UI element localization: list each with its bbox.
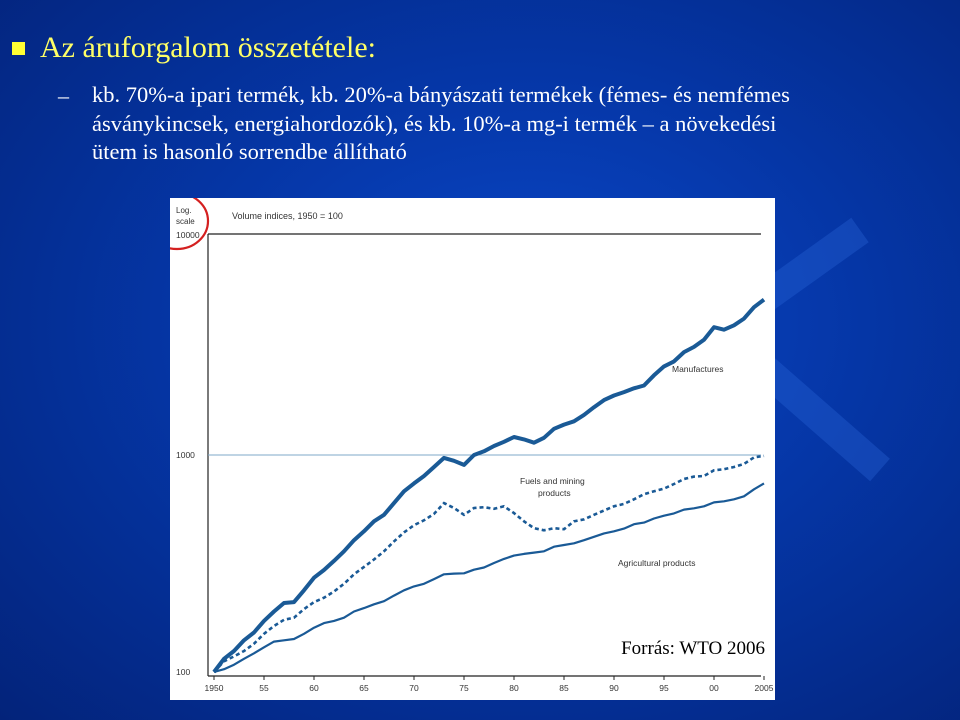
y-tick-label: 100 [176,667,190,677]
x-tick-label: 2005 [755,683,774,693]
x-tick-label: 95 [659,683,669,693]
x-tick-label: 1950 [205,683,224,693]
x-tick-label: 55 [259,683,269,693]
series-label-3: Agricultural products [618,558,695,568]
y-tick-label: 10000 [176,230,200,240]
sub-line-2: ásványkincsek, energiahordozók), és kb. … [92,110,777,136]
series-label-2-line-2: products [538,488,571,498]
title-bullet [12,42,25,55]
sub-bullet-text: kb. 70%-a ipari termék, kb. 20%-a bányás… [92,81,942,167]
series-line-3 [213,482,765,674]
scale-label-line-1: Log. [176,206,192,215]
x-tick-label: 70 [409,683,419,693]
y-tick-label: 1000 [176,450,195,460]
series-line-1 [212,298,766,674]
chart-title: Volume indices, 1950 = 100 [232,211,343,221]
series-label-1: Manufactures [672,364,724,374]
x-tick-label: 60 [309,683,319,693]
slide-title: Az áruforgalom összetétele: [40,31,376,64]
x-tick-label: 80 [509,683,519,693]
sub-line-3: ütem is hasonló sorrendbe állítható [92,139,407,164]
x-tick-label: 75 [459,683,469,693]
chart-source: Forrás: WTO 2006 [621,638,765,659]
line-chart: Volume indices, 1950 = 100Log.scale10000… [170,198,774,693]
scale-label-line-2: scale [176,217,195,226]
sub-line-1: kb. 70%-a ipari termék, kb. 20%-a bányás… [92,82,790,107]
sub-bullet-dash: – [58,83,69,108]
x-tick-label: 00 [709,683,719,693]
x-tick-label: 65 [359,683,369,693]
chart-panel: Volume indices, 1950 = 100 Log. scale 10000… [170,198,775,700]
series-label-2: Fuels and mining [520,476,585,486]
series-line-2 [213,454,765,673]
x-tick-label: 90 [609,683,619,693]
x-tick-label: 85 [559,683,569,693]
highlight-circle [170,198,210,251]
